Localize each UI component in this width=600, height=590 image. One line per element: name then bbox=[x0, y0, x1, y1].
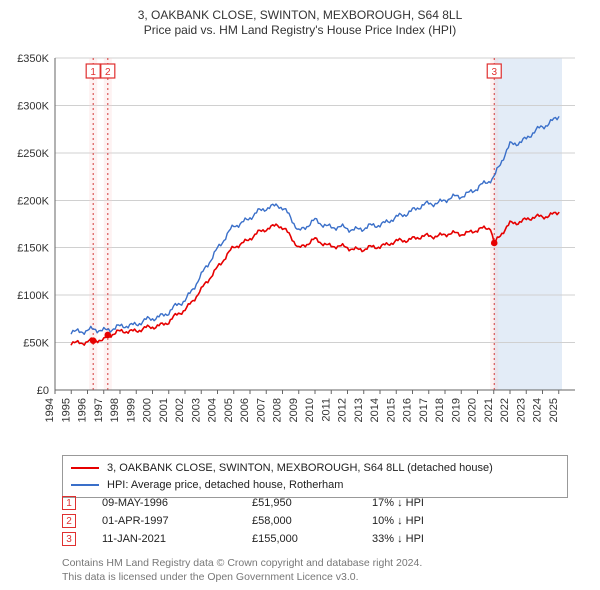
svg-text:2020: 2020 bbox=[467, 398, 479, 422]
svg-text:1994: 1994 bbox=[44, 398, 56, 422]
svg-text:2018: 2018 bbox=[434, 398, 446, 422]
sale-delta: 10% ↓ HPI bbox=[372, 515, 512, 527]
legend-label-property: 3, OAKBANK CLOSE, SWINTON, MEXBOROUGH, S… bbox=[107, 460, 493, 477]
svg-text:£0: £0 bbox=[37, 385, 49, 397]
svg-text:1998: 1998 bbox=[109, 398, 121, 422]
svg-text:1: 1 bbox=[90, 67, 96, 78]
svg-text:2014: 2014 bbox=[369, 398, 381, 422]
svg-text:2023: 2023 bbox=[515, 398, 527, 422]
svg-text:£50K: £50K bbox=[23, 338, 49, 350]
svg-text:2011: 2011 bbox=[320, 398, 332, 422]
svg-text:2015: 2015 bbox=[385, 398, 397, 422]
svg-text:£300K: £300K bbox=[17, 100, 49, 112]
svg-text:2002: 2002 bbox=[174, 398, 186, 422]
attribution-line-1: Contains HM Land Registry data © Crown c… bbox=[62, 556, 568, 570]
chart-subtitle: Price paid vs. HM Land Registry's House … bbox=[0, 23, 600, 38]
svg-text:2: 2 bbox=[105, 67, 111, 78]
price-chart: £0£50K£100K£150K£200K£250K£300K£350K1231… bbox=[55, 50, 575, 430]
svg-text:2000: 2000 bbox=[142, 398, 154, 422]
sale-records: 1 09-MAY-1996 £51,950 17% ↓ HPI 2 01-APR… bbox=[62, 494, 568, 548]
chart-page: 3, OAKBANK CLOSE, SWINTON, MEXBOROUGH, S… bbox=[0, 0, 600, 590]
sale-date: 11-JAN-2021 bbox=[102, 533, 252, 545]
svg-text:£100K: £100K bbox=[17, 290, 49, 302]
sale-row: 2 01-APR-1997 £58,000 10% ↓ HPI bbox=[62, 512, 568, 530]
sale-price: £58,000 bbox=[252, 515, 372, 527]
svg-text:1995: 1995 bbox=[60, 398, 72, 422]
svg-text:2005: 2005 bbox=[223, 398, 235, 422]
svg-text:2022: 2022 bbox=[499, 398, 511, 422]
chart-title-address: 3, OAKBANK CLOSE, SWINTON, MEXBOROUGH, S… bbox=[0, 8, 600, 23]
svg-text:£150K: £150K bbox=[17, 243, 49, 255]
svg-text:3: 3 bbox=[491, 67, 497, 78]
svg-text:2025: 2025 bbox=[548, 398, 560, 422]
svg-text:£350K: £350K bbox=[17, 53, 49, 65]
sale-price: £51,950 bbox=[252, 497, 372, 509]
svg-text:£250K: £250K bbox=[17, 148, 49, 160]
legend-label-hpi: HPI: Average price, detached house, Roth… bbox=[107, 477, 343, 494]
svg-text:2003: 2003 bbox=[190, 398, 202, 422]
sale-delta: 33% ↓ HPI bbox=[372, 533, 512, 545]
svg-text:2009: 2009 bbox=[288, 398, 300, 422]
svg-text:2001: 2001 bbox=[158, 398, 170, 422]
svg-text:2019: 2019 bbox=[450, 398, 462, 422]
legend-swatch-hpi bbox=[71, 484, 99, 486]
legend-item-hpi: HPI: Average price, detached house, Roth… bbox=[71, 477, 559, 494]
svg-text:1997: 1997 bbox=[93, 398, 105, 422]
sale-marker-2: 2 bbox=[62, 514, 76, 528]
sale-row: 1 09-MAY-1996 £51,950 17% ↓ HPI bbox=[62, 494, 568, 512]
sale-date: 09-MAY-1996 bbox=[102, 497, 252, 509]
attribution-line-2: This data is licensed under the Open Gov… bbox=[62, 570, 568, 584]
sale-marker-3: 3 bbox=[62, 532, 76, 546]
sale-row: 3 11-JAN-2021 £155,000 33% ↓ HPI bbox=[62, 530, 568, 548]
svg-text:2004: 2004 bbox=[207, 398, 219, 422]
sale-marker-1: 1 bbox=[62, 496, 76, 510]
svg-text:2024: 2024 bbox=[532, 398, 544, 422]
svg-text:£200K: £200K bbox=[17, 195, 49, 207]
svg-text:2013: 2013 bbox=[353, 398, 365, 422]
svg-text:2017: 2017 bbox=[418, 398, 430, 422]
svg-text:2012: 2012 bbox=[337, 398, 349, 422]
attribution: Contains HM Land Registry data © Crown c… bbox=[62, 556, 568, 584]
svg-text:2008: 2008 bbox=[272, 398, 284, 422]
svg-text:2010: 2010 bbox=[304, 398, 316, 422]
sale-price: £155,000 bbox=[252, 533, 372, 545]
svg-text:1999: 1999 bbox=[125, 398, 137, 422]
sale-date: 01-APR-1997 bbox=[102, 515, 252, 527]
svg-text:2007: 2007 bbox=[255, 398, 267, 422]
svg-text:2006: 2006 bbox=[239, 398, 251, 422]
svg-text:1996: 1996 bbox=[77, 398, 89, 422]
chart-titles: 3, OAKBANK CLOSE, SWINTON, MEXBOROUGH, S… bbox=[0, 8, 600, 38]
legend-swatch-property bbox=[71, 467, 99, 469]
legend-item-property: 3, OAKBANK CLOSE, SWINTON, MEXBOROUGH, S… bbox=[71, 460, 559, 477]
svg-text:2016: 2016 bbox=[402, 398, 414, 422]
sale-delta: 17% ↓ HPI bbox=[372, 497, 512, 509]
chart-legend: 3, OAKBANK CLOSE, SWINTON, MEXBOROUGH, S… bbox=[62, 455, 568, 498]
svg-text:2021: 2021 bbox=[483, 398, 495, 422]
